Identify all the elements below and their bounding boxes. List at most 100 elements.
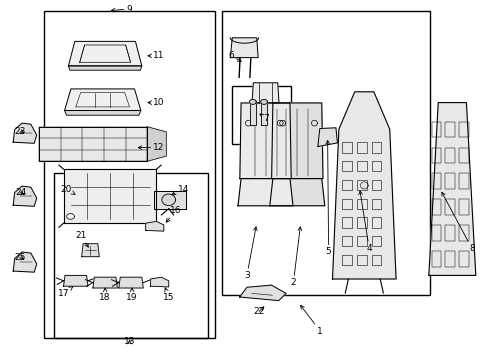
Bar: [371, 236, 381, 246]
Bar: [445, 251, 454, 267]
Polygon shape: [332, 92, 395, 279]
Polygon shape: [230, 38, 258, 58]
Polygon shape: [260, 99, 267, 104]
Text: 17: 17: [58, 287, 73, 298]
Text: 3: 3: [244, 227, 257, 280]
Text: 14: 14: [172, 184, 189, 195]
Polygon shape: [147, 127, 166, 161]
Bar: [356, 198, 366, 209]
Polygon shape: [145, 221, 163, 231]
Bar: [371, 142, 381, 153]
Text: 5: 5: [325, 140, 331, 256]
Text: 24: 24: [15, 188, 26, 197]
Bar: [356, 236, 366, 246]
Bar: [445, 199, 454, 215]
Bar: [431, 225, 440, 241]
Polygon shape: [81, 244, 99, 257]
Polygon shape: [150, 277, 168, 287]
Polygon shape: [249, 102, 255, 125]
Polygon shape: [317, 128, 337, 147]
Polygon shape: [252, 83, 278, 103]
Polygon shape: [271, 103, 322, 179]
Bar: [222, 11, 429, 295]
Text: 7: 7: [260, 114, 269, 123]
Polygon shape: [63, 169, 156, 223]
Bar: [458, 199, 468, 215]
Polygon shape: [68, 66, 142, 70]
Polygon shape: [119, 277, 143, 288]
Text: 22: 22: [253, 307, 264, 316]
Bar: [356, 161, 366, 171]
Bar: [341, 255, 351, 265]
Bar: [431, 251, 440, 267]
Polygon shape: [13, 123, 37, 143]
Polygon shape: [13, 252, 37, 272]
Bar: [44, 11, 215, 338]
Bar: [431, 199, 440, 215]
Text: 10: 10: [148, 98, 164, 107]
Bar: [341, 180, 351, 190]
Polygon shape: [269, 179, 324, 206]
Text: 6: 6: [227, 51, 241, 61]
Text: 8: 8: [441, 192, 474, 253]
Bar: [458, 251, 468, 267]
Text: 12: 12: [138, 143, 164, 152]
Text: 21: 21: [75, 231, 88, 247]
Bar: [431, 122, 440, 137]
Bar: [54, 173, 207, 338]
Text: 20: 20: [60, 184, 75, 194]
Text: 25: 25: [15, 253, 26, 262]
Bar: [356, 180, 366, 190]
Bar: [458, 148, 468, 163]
Polygon shape: [13, 186, 37, 206]
Polygon shape: [238, 179, 292, 206]
Polygon shape: [162, 194, 175, 206]
Polygon shape: [428, 103, 475, 275]
Polygon shape: [240, 103, 291, 179]
Bar: [445, 174, 454, 189]
Bar: [341, 217, 351, 228]
Bar: [356, 255, 366, 265]
Bar: [341, 198, 351, 209]
Bar: [371, 198, 381, 209]
Text: 18: 18: [99, 288, 111, 302]
Bar: [445, 148, 454, 163]
Polygon shape: [239, 285, 285, 301]
Text: 1: 1: [300, 305, 323, 336]
Polygon shape: [261, 102, 266, 125]
Bar: [458, 174, 468, 189]
Polygon shape: [249, 99, 256, 104]
Bar: [371, 255, 381, 265]
Bar: [458, 122, 468, 137]
Bar: [458, 225, 468, 241]
Bar: [371, 217, 381, 228]
Bar: [445, 122, 454, 137]
Bar: [232, 86, 290, 144]
Text: 19: 19: [126, 288, 138, 302]
Text: 11: 11: [148, 51, 164, 60]
Text: 15: 15: [163, 288, 174, 302]
Text: 23: 23: [15, 127, 26, 136]
Text: 13: 13: [123, 338, 135, 346]
Text: 16: 16: [166, 206, 182, 222]
Bar: [341, 142, 351, 153]
Bar: [371, 161, 381, 171]
Polygon shape: [93, 277, 117, 288]
Polygon shape: [154, 191, 185, 209]
Polygon shape: [39, 127, 147, 161]
Polygon shape: [63, 275, 88, 286]
Text: 4: 4: [358, 191, 371, 253]
Text: 2: 2: [290, 227, 301, 287]
Bar: [341, 236, 351, 246]
Bar: [356, 142, 366, 153]
Text: 9: 9: [111, 4, 132, 13]
Bar: [431, 148, 440, 163]
Bar: [356, 217, 366, 228]
Polygon shape: [64, 111, 141, 115]
Polygon shape: [68, 41, 142, 66]
Bar: [341, 161, 351, 171]
Bar: [445, 225, 454, 241]
Bar: [431, 174, 440, 189]
Polygon shape: [64, 89, 141, 111]
Bar: [371, 180, 381, 190]
